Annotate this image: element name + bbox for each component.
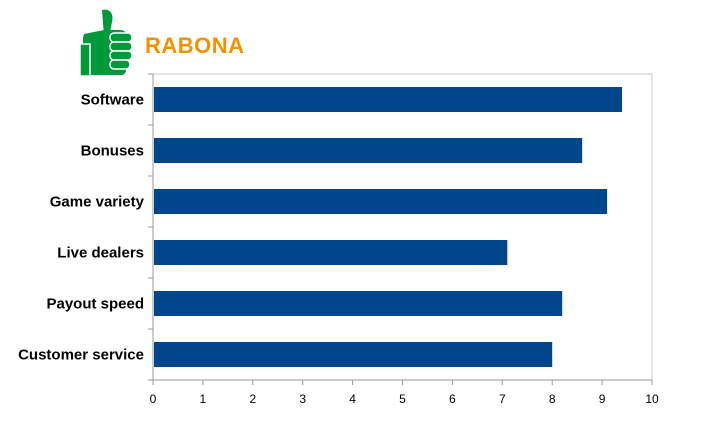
- bar: [154, 189, 608, 214]
- bar: [154, 342, 553, 367]
- x-tick-label: 5: [399, 392, 406, 406]
- x-tick-label: 2: [249, 392, 256, 406]
- bar: [154, 240, 508, 265]
- x-tick-label: 4: [349, 392, 356, 406]
- category-label: Payout speed: [46, 296, 144, 313]
- bar: [154, 291, 563, 316]
- x-tick-label: 6: [449, 392, 456, 406]
- x-tick-label: 0: [150, 392, 157, 406]
- x-tick-label: 1: [200, 392, 207, 406]
- category-label: Customer service: [18, 347, 144, 364]
- x-tick-label: 10: [645, 392, 659, 406]
- category-label: Bonuses: [81, 143, 144, 160]
- category-label: Live dealers: [57, 245, 144, 262]
- x-tick-label: 3: [299, 392, 306, 406]
- plot-area: [152, 73, 653, 381]
- bar: [154, 138, 583, 163]
- brand-header: RABONA: [80, 8, 380, 78]
- category-label: Software: [81, 92, 144, 109]
- category-label: Game variety: [50, 194, 145, 211]
- brand-name: RABONA: [145, 33, 245, 58]
- x-tick-label: 8: [549, 392, 556, 406]
- thumbs-up-icon: [80, 9, 133, 77]
- x-tick-label: 9: [599, 392, 606, 406]
- x-tick-label: 7: [499, 392, 506, 406]
- bar: [154, 87, 623, 112]
